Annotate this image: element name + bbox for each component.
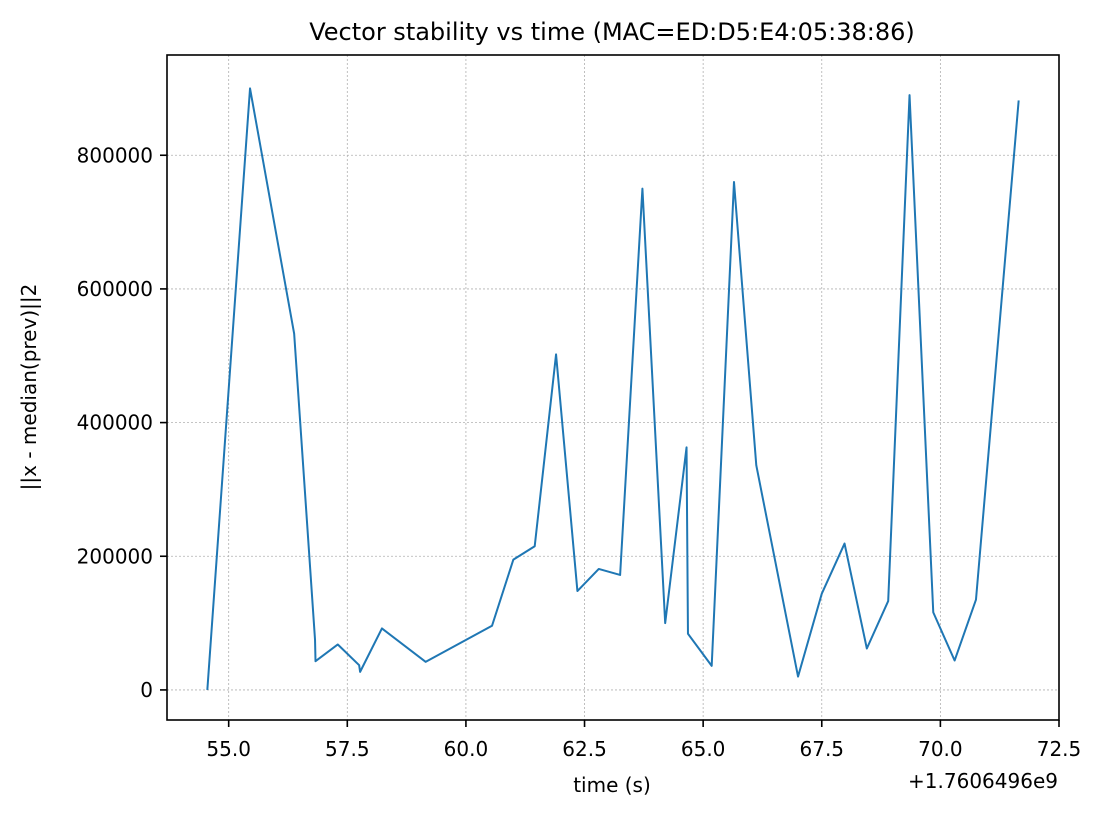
data-point [315,660,317,662]
data-point [206,689,208,691]
data-point [381,627,383,629]
data-point [664,622,666,624]
data-point [358,664,360,666]
data-point [711,665,713,667]
series-layer [206,87,1020,691]
x-tick-label: 55.0 [206,737,251,761]
y-tick-label: 0 [140,678,153,702]
data-point [733,181,735,183]
data-point [821,593,823,595]
x-tick-label: 57.5 [325,737,370,761]
x-tick-label: 65.0 [681,737,726,761]
data-point [293,333,295,335]
data-point [249,87,251,89]
y-axis-label: ||x - median(prev)||2 [17,284,41,491]
data-point [359,671,361,673]
x-tick-label: 72.5 [1037,737,1082,761]
data-point [555,353,557,355]
x-tick-label: 67.5 [800,737,845,761]
data-point [844,543,846,545]
x-axis-ticks: 55.0 57.5 60.0 62.5 65.0 67.5 70.0 72.5 [206,720,1081,761]
data-point [954,660,956,662]
data-point [797,676,799,678]
y-tick-label: 800000 [77,143,153,167]
data-point [534,545,536,547]
data-point [686,446,688,448]
y-tick-label: 200000 [77,544,153,568]
data-point [1018,99,1020,101]
x-tick-label: 70.0 [918,737,963,761]
data-point [576,590,578,592]
data-point [755,464,757,466]
y-tick-label: 400000 [77,411,153,435]
y-axis-ticks: 0 200000 400000 600000 800000 [77,143,167,702]
data-point [932,611,934,613]
data-point [641,188,643,190]
data-point [909,94,911,96]
data-point [598,568,600,570]
data-point [512,559,514,561]
x-tick-label: 60.0 [444,737,489,761]
plot-frame [166,54,1060,721]
data-point [975,599,977,601]
data-point [866,647,868,649]
data-point [337,643,339,645]
data-point [687,633,689,635]
series-line [206,87,1020,690]
data-point [887,600,889,602]
data-point [425,661,427,663]
x-axis-label: time (s) [573,773,651,797]
y-tick-label: 600000 [77,277,153,301]
x-axis-offset-label: +1.7606496e9 [908,769,1058,793]
data-point [491,625,493,627]
chart-title: Vector stability vs time (MAC=ED:D5:E4:0… [309,18,915,46]
data-point [619,574,621,576]
data-point [314,639,316,641]
x-tick-label: 62.5 [562,737,607,761]
